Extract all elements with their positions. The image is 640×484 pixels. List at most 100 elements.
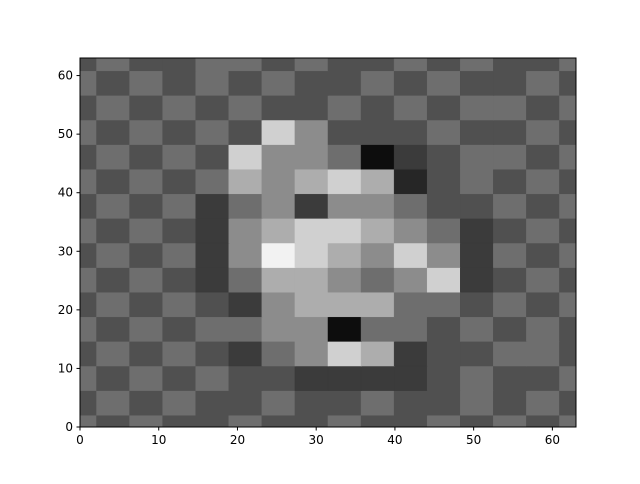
contour-cell	[559, 291, 576, 318]
contour-cell	[327, 70, 362, 96]
contour-cell	[96, 365, 131, 391]
contour-cell	[228, 58, 263, 72]
contour-cell	[360, 316, 395, 342]
contour-cell	[393, 365, 428, 391]
contour-cell	[460, 340, 495, 367]
contour-cell	[327, 291, 362, 318]
contour-cell	[327, 58, 362, 72]
contour-cell	[393, 291, 428, 318]
contour-cell	[460, 217, 495, 244]
contour-cell	[559, 389, 576, 416]
contour-cell	[327, 389, 362, 416]
contour-cell	[195, 242, 230, 268]
contour-cell	[162, 58, 197, 72]
contour-cell	[129, 340, 164, 367]
contour-cell	[129, 217, 164, 244]
contour-cell	[526, 143, 561, 170]
contour-cell	[493, 94, 528, 121]
contour-cell	[162, 365, 197, 391]
contour-cell	[526, 266, 561, 293]
contour-cell	[327, 266, 362, 293]
contour-cell	[559, 266, 576, 293]
contour-cell	[195, 94, 230, 121]
contour-cell	[80, 70, 98, 96]
contour-cell	[80, 143, 98, 170]
contour-cell	[493, 193, 528, 219]
contour-cell	[195, 193, 230, 219]
contour-cell	[228, 316, 263, 342]
contour-cell	[493, 266, 528, 293]
contour-cell	[393, 119, 428, 145]
contour-cell	[460, 143, 495, 170]
contour-cell	[80, 242, 98, 268]
contour-cell	[294, 58, 329, 72]
contour-cell	[426, 414, 462, 427]
contour-cell	[327, 316, 362, 342]
contour-cell	[261, 291, 296, 318]
contour-cell	[80, 340, 98, 367]
contour-cell	[426, 242, 462, 268]
contour-cell	[195, 389, 230, 416]
contour-cell	[493, 389, 528, 416]
contour-cell	[526, 193, 561, 219]
contour-cell	[426, 340, 462, 367]
contour-cell	[162, 414, 197, 427]
contour-cell	[228, 94, 263, 121]
contour-cell	[80, 266, 98, 293]
contour-cell	[460, 316, 495, 342]
contour-cell	[426, 291, 462, 318]
contour-cell	[393, 414, 428, 427]
contour-cell	[559, 414, 576, 427]
contour-cell	[526, 389, 561, 416]
contour-cell	[129, 70, 164, 96]
contour-cell	[162, 168, 197, 195]
contour-cell	[526, 414, 561, 427]
x-tick-label: 40	[387, 433, 402, 447]
contour-cell	[526, 316, 561, 342]
contour-cell	[327, 119, 362, 145]
contour-cell	[294, 414, 329, 427]
contour-cell	[294, 291, 329, 318]
contour-cell	[360, 58, 395, 72]
contour-cell	[294, 217, 329, 244]
contour-cell	[559, 340, 576, 367]
contour-cell	[228, 266, 263, 293]
contour-cell	[96, 414, 131, 427]
x-tick-label: 50	[466, 433, 481, 447]
contour-cell	[426, 58, 462, 72]
contour-cell	[294, 143, 329, 170]
contour-cell	[228, 291, 263, 318]
contour-cell	[426, 193, 462, 219]
contour-cell	[559, 70, 576, 96]
contour-cell	[162, 389, 197, 416]
contour-cell	[460, 70, 495, 96]
contour-cell	[96, 217, 131, 244]
contour-cell	[195, 291, 230, 318]
contour-cell	[493, 143, 528, 170]
contour-cell	[228, 242, 263, 268]
contour-cell	[129, 58, 164, 72]
contour-cell	[96, 58, 131, 72]
contour-cell	[80, 365, 98, 391]
contour-cell	[526, 119, 561, 145]
contour-cell	[493, 365, 528, 391]
contour-cell	[261, 168, 296, 195]
contour-cell	[426, 365, 462, 391]
x-tick-label: 10	[151, 433, 166, 447]
x-tick-label: 20	[230, 433, 245, 447]
contour-cell	[228, 389, 263, 416]
contour-cell	[162, 143, 197, 170]
contour-cell	[261, 193, 296, 219]
contour-cell	[360, 70, 395, 96]
contour-cell	[162, 193, 197, 219]
contour-cell	[195, 316, 230, 342]
axes-frame	[79, 57, 577, 428]
contour-cell	[162, 119, 197, 145]
contour-cell	[162, 242, 197, 268]
contour-cell	[426, 389, 462, 416]
contour-cell	[195, 58, 230, 72]
contour-cell	[526, 217, 561, 244]
contour-cell	[162, 291, 197, 318]
contour-cell	[460, 414, 495, 427]
